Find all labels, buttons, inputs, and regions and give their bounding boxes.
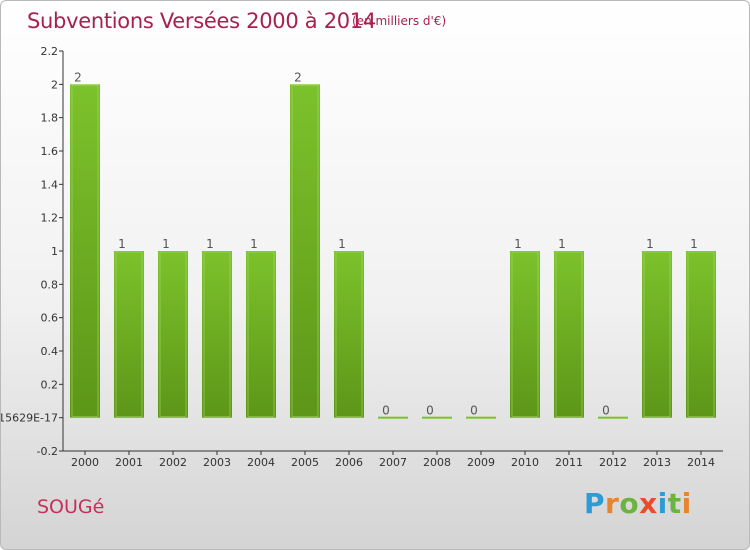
logo-letter: i: [681, 487, 692, 520]
bar: [554, 251, 584, 418]
x-tick-label: 2008: [423, 456, 451, 469]
y-tick-label: 1: [51, 245, 58, 258]
bar: [466, 416, 496, 419]
bar-highlight: [115, 251, 143, 418]
bar: [510, 251, 540, 418]
y-tick-label: -0.2: [37, 445, 58, 458]
bar: [158, 251, 188, 418]
data-labels: 2 1 1 1 1 2 1 0 0 0 1 1 0 1 1: [74, 70, 698, 417]
chart-title: Subventions Versées 2000 à 2014: [27, 9, 376, 33]
axes: 2.2 2 1.8 1.6 1.4 1.2 1 0.8 0.6 0.4 0.2 -1.1515629E…: [1, 45, 723, 469]
x-tick-label: 2014: [687, 456, 715, 469]
y-tick-label: 0.8: [41, 278, 59, 291]
bar-highlight: [71, 84, 99, 418]
x-tick-label: 2004: [247, 456, 275, 469]
data-label: 1: [646, 237, 654, 251]
bar-highlight: [203, 251, 231, 418]
x-tick-label: 2002: [159, 456, 187, 469]
y-tick-label: 2.2: [41, 45, 59, 58]
y-tick-label: 0.6: [41, 312, 59, 325]
logo-letter: x: [639, 487, 658, 520]
logo-letter: r: [605, 487, 620, 520]
bar: [334, 251, 364, 418]
y-tick-label: 1.4: [41, 178, 59, 191]
data-label: 2: [294, 70, 302, 84]
logo-letter: t: [667, 487, 682, 520]
x-tick-label: 2013: [643, 456, 671, 469]
bar: [202, 251, 232, 418]
bar: [686, 251, 716, 418]
x-tick-label: 2010: [511, 456, 539, 469]
data-label: 1: [206, 237, 214, 251]
y-tick-label: 1.2: [41, 212, 59, 225]
bar-highlight: [643, 251, 671, 418]
x-tick-label: 2011: [555, 456, 583, 469]
x-tick-label: 2012: [599, 456, 627, 469]
proxiti-logo[interactable]: Proxiti: [584, 487, 692, 520]
bar: [598, 416, 628, 419]
bar: [70, 84, 100, 418]
logo-letter: i: [657, 487, 668, 520]
x-tick-label: 2009: [467, 456, 495, 469]
bar-highlight: [335, 251, 363, 418]
data-label: 1: [338, 237, 346, 251]
commune-name: SOUGé: [37, 496, 105, 518]
data-label: 0: [426, 404, 434, 418]
logo-letter: o: [619, 487, 640, 520]
bar-highlight: [247, 251, 275, 418]
data-label: 1: [162, 237, 170, 251]
data-label: 1: [118, 237, 126, 251]
bar-highlight: [687, 251, 715, 418]
bar: [422, 416, 452, 419]
bar-highlight: [555, 251, 583, 418]
x-tick-label: 2000: [71, 456, 99, 469]
y-tick-label: 1.8: [41, 112, 59, 125]
x-tick-label: 2001: [115, 456, 143, 469]
x-tick-label: 2007: [379, 456, 407, 469]
data-label: 0: [382, 404, 390, 418]
y-tick-label: 2: [51, 78, 58, 91]
x-tick-label: 2006: [335, 456, 363, 469]
data-label: 0: [470, 404, 478, 418]
bar: [290, 84, 320, 418]
bar: [246, 251, 276, 418]
x-tick-label: 2003: [203, 456, 231, 469]
x-tick-label: 2005: [291, 456, 319, 469]
data-label: 1: [514, 237, 522, 251]
logo-letter: P: [584, 487, 606, 520]
y-tick-label: 0.2: [41, 378, 59, 391]
data-label: 1: [558, 237, 566, 251]
y-tick-label: -1.1515629E-17: [1, 412, 58, 425]
bar-highlight: [159, 251, 187, 418]
data-label: 1: [250, 237, 258, 251]
data-label: 2: [74, 70, 82, 84]
bar-highlight: [291, 84, 319, 418]
unit-note: (en milliers d'€): [352, 14, 447, 28]
y-tick-label: 0.4: [41, 345, 59, 358]
bar: [642, 251, 672, 418]
y-tick-label: 1.6: [41, 145, 59, 158]
bar: [114, 251, 144, 418]
data-label: 0: [602, 404, 610, 418]
bars: [70, 84, 716, 419]
bar-highlight: [511, 251, 539, 418]
data-label: 1: [690, 237, 698, 251]
bar: [378, 416, 408, 419]
